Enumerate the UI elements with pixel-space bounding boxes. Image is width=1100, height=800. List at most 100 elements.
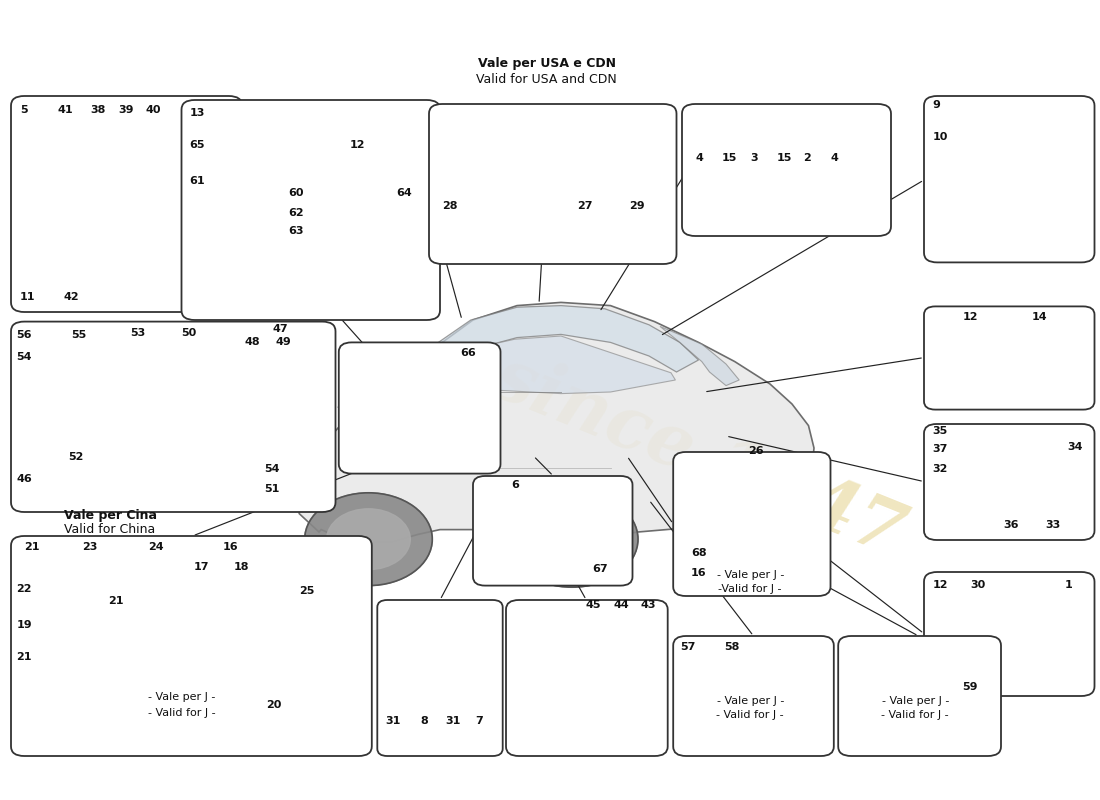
Text: 18: 18 (233, 562, 249, 572)
Circle shape (327, 509, 410, 570)
Text: 16: 16 (222, 542, 238, 552)
Text: 48: 48 (244, 338, 260, 347)
Text: 39: 39 (119, 106, 134, 115)
FancyBboxPatch shape (11, 322, 336, 512)
FancyBboxPatch shape (429, 104, 676, 264)
Text: 33: 33 (1045, 520, 1060, 530)
Text: 36: 36 (1003, 520, 1019, 530)
Text: 1: 1 (1065, 581, 1072, 590)
Text: 4: 4 (830, 153, 838, 163)
Text: 17: 17 (194, 562, 209, 572)
Text: 49: 49 (275, 338, 290, 347)
Text: 52: 52 (68, 453, 84, 462)
Circle shape (506, 491, 638, 587)
Text: 46: 46 (16, 474, 32, 484)
Text: 26: 26 (748, 446, 763, 456)
Circle shape (528, 507, 616, 571)
FancyBboxPatch shape (924, 572, 1094, 696)
Text: 29: 29 (629, 202, 645, 211)
FancyBboxPatch shape (506, 600, 668, 756)
Text: 66: 66 (460, 349, 475, 358)
Text: 6: 6 (512, 479, 519, 490)
Text: 32: 32 (933, 464, 948, 474)
Text: 21: 21 (24, 542, 40, 552)
Text: 30: 30 (970, 581, 986, 590)
Text: 55: 55 (72, 330, 87, 340)
Circle shape (305, 493, 432, 586)
Text: - Valid for J -: - Valid for J - (716, 710, 784, 720)
FancyBboxPatch shape (377, 600, 503, 756)
Text: 5: 5 (20, 106, 28, 115)
Text: 12: 12 (933, 581, 948, 590)
Text: 31: 31 (446, 717, 461, 726)
Text: Vale per USA e CDN: Vale per USA e CDN (477, 58, 616, 70)
Text: 61: 61 (189, 176, 205, 186)
Text: 47: 47 (273, 325, 288, 334)
Text: 65: 65 (189, 141, 205, 150)
FancyBboxPatch shape (673, 452, 830, 596)
Text: 8: 8 (420, 717, 428, 726)
Text: - Vale per J -: - Vale per J - (147, 692, 216, 702)
Text: 37: 37 (933, 444, 948, 454)
Text: 68: 68 (691, 549, 706, 558)
Text: 41: 41 (57, 106, 73, 115)
Text: 24: 24 (148, 542, 164, 552)
Text: 60: 60 (288, 188, 304, 198)
Polygon shape (427, 336, 675, 394)
Text: 63: 63 (288, 226, 304, 236)
Text: 43: 43 (640, 600, 656, 610)
FancyBboxPatch shape (673, 636, 834, 756)
Text: 23: 23 (82, 542, 98, 552)
Text: 34: 34 (1067, 442, 1082, 452)
FancyBboxPatch shape (11, 96, 242, 312)
Text: 7: 7 (475, 717, 483, 726)
Text: 31: 31 (385, 717, 400, 726)
Text: 51: 51 (264, 484, 279, 494)
Text: 54: 54 (264, 464, 279, 474)
Text: 54: 54 (16, 351, 32, 362)
Text: since 1947: since 1947 (483, 342, 914, 570)
Text: - Vale per J -: - Vale per J - (716, 570, 784, 580)
Text: 11: 11 (20, 292, 35, 302)
Text: - Valid for J -: - Valid for J - (881, 710, 949, 720)
Text: -Valid for J -: -Valid for J - (718, 584, 782, 594)
Text: Valid for USA and CDN: Valid for USA and CDN (476, 73, 617, 86)
Text: 67: 67 (592, 565, 607, 574)
Text: 9: 9 (933, 100, 940, 110)
Text: 21: 21 (16, 653, 32, 662)
Text: 21: 21 (108, 597, 123, 606)
FancyBboxPatch shape (339, 342, 500, 474)
Text: 59: 59 (962, 682, 978, 692)
Text: 15: 15 (722, 153, 737, 163)
Text: 19: 19 (16, 621, 32, 630)
Polygon shape (407, 306, 698, 382)
Text: 13: 13 (189, 108, 205, 118)
Text: 38: 38 (90, 106, 106, 115)
Text: 20: 20 (266, 701, 282, 710)
Text: 12: 12 (350, 141, 365, 150)
Text: 10: 10 (933, 133, 948, 142)
Text: 45: 45 (585, 600, 601, 610)
Text: 15: 15 (777, 153, 792, 163)
Text: 35: 35 (933, 426, 948, 436)
FancyBboxPatch shape (682, 104, 891, 236)
FancyBboxPatch shape (924, 96, 1094, 262)
Text: 27: 27 (578, 202, 593, 211)
Text: 58: 58 (724, 642, 739, 652)
Polygon shape (297, 302, 814, 542)
Text: 4: 4 (695, 153, 703, 163)
Text: 14: 14 (1032, 313, 1047, 322)
Text: 40: 40 (145, 106, 161, 115)
Text: 2: 2 (803, 153, 811, 163)
Text: 50: 50 (182, 328, 197, 338)
Text: 44: 44 (614, 600, 629, 610)
Text: - Vale per J -: - Vale per J - (716, 695, 784, 706)
Text: 64: 64 (396, 188, 411, 198)
Text: 62: 62 (288, 208, 304, 218)
Text: 12: 12 (962, 313, 978, 322)
Text: 56: 56 (16, 330, 32, 340)
FancyBboxPatch shape (11, 536, 372, 756)
Text: 16: 16 (691, 568, 706, 578)
Text: 22: 22 (16, 584, 32, 594)
Text: 28: 28 (442, 202, 458, 211)
